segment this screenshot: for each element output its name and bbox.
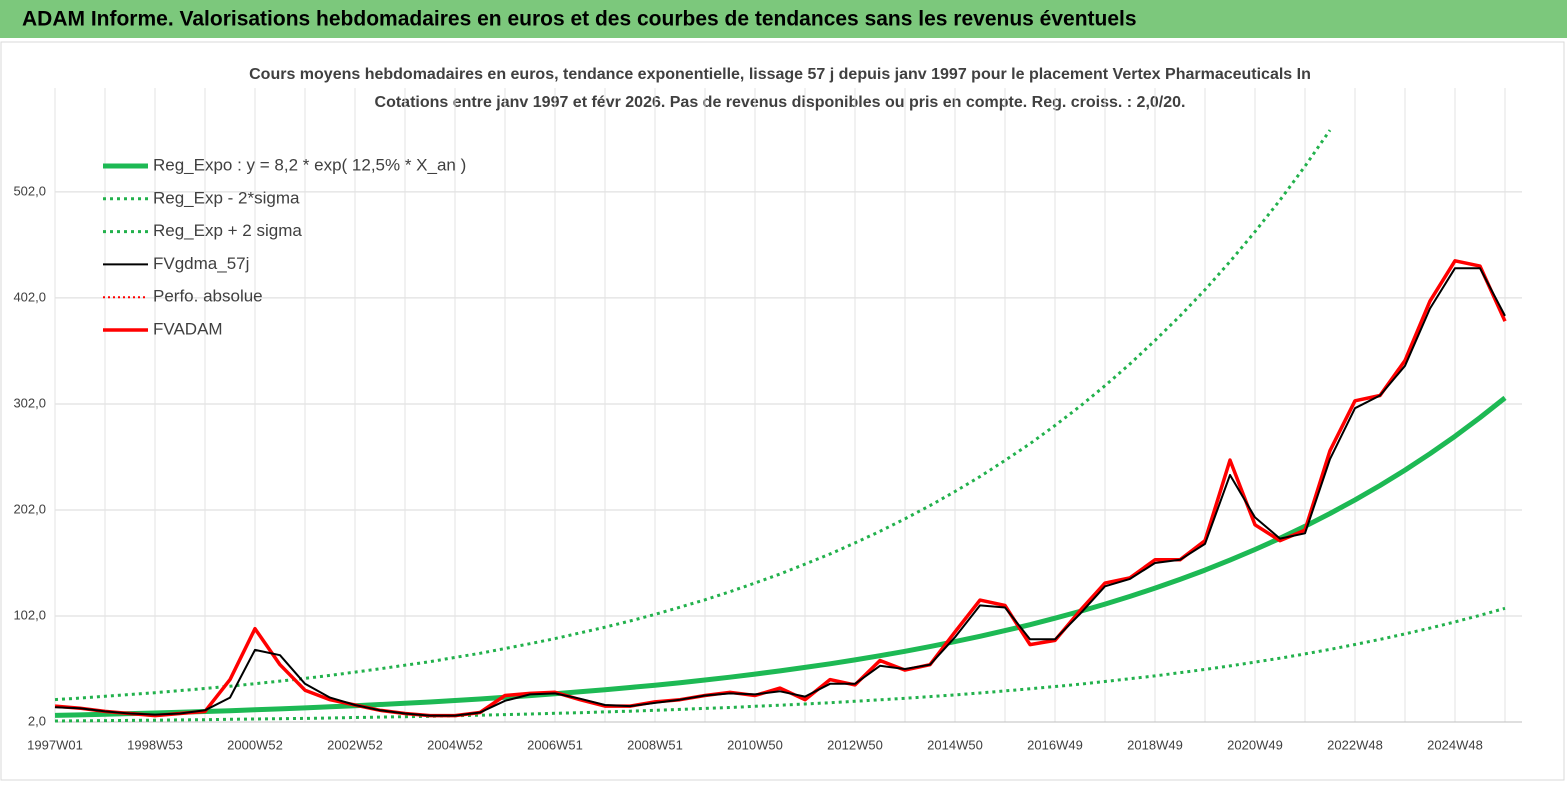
x-tick-label: 2000W52: [227, 737, 283, 752]
x-tick-label: 2024W48: [1427, 737, 1483, 752]
y-tick-label: 502,0: [13, 183, 46, 198]
series-line: [54, 267, 1506, 717]
legend-label: Reg_Expo : y = 8,2 * exp( 12,5% * X_an ): [153, 155, 466, 174]
header-title: ADAM Informe. Valorisations hebdomadaire…: [22, 8, 1137, 31]
series-line: [54, 606, 1506, 723]
x-tick-label: 2018W49: [1127, 737, 1183, 752]
x-tick-label: 2014W50: [927, 737, 983, 752]
x-tick-label: 2006W51: [527, 737, 583, 752]
x-tick-label: 2002W52: [327, 737, 383, 752]
legend-label: FVADAM: [153, 319, 223, 338]
y-tick-label: 202,0: [13, 501, 46, 516]
series-line: [54, 129, 1332, 702]
x-tick-label: 1998W53: [127, 737, 183, 752]
y-tick-label: 302,0: [13, 395, 46, 410]
x-tick-label: 1997W01: [27, 737, 83, 752]
legend-label: Perfo. absolue: [153, 287, 263, 306]
series-line: [54, 395, 1507, 718]
series-line: [54, 259, 1507, 718]
chart-frame: [0, 41, 1565, 781]
x-tick-label: 2012W50: [827, 737, 883, 752]
legend-label: Reg_Exp + 2 sigma: [153, 221, 302, 240]
y-tick-label: 402,0: [13, 289, 46, 304]
y-tick-label: 2,0: [28, 713, 46, 728]
chart-subtitle: Cotations entre janv 1997 et févr 2026. …: [375, 94, 1186, 111]
x-tick-label: 2004W52: [427, 737, 483, 752]
chart-title: Cours moyens hebdomadaires en euros, ten…: [249, 66, 1311, 83]
legend-label: FVgdma_57j: [153, 254, 249, 273]
x-tick-label: 2016W49: [1027, 737, 1083, 752]
x-tick-label: 2008W51: [627, 737, 683, 752]
x-tick-label: 2022W48: [1327, 737, 1383, 752]
legend-label: Reg_Exp - 2*sigma: [153, 188, 300, 207]
header-bar: [0, 0, 1567, 38]
y-tick-label: 102,0: [13, 607, 46, 622]
x-tick-label: 2020W49: [1227, 737, 1283, 752]
x-tick-label: 2010W50: [727, 737, 783, 752]
